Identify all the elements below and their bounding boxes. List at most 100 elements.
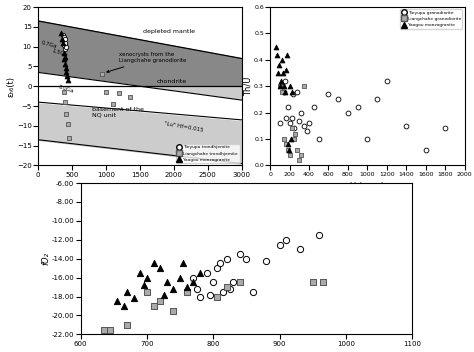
Point (196, 270, 204, 276)
Point (62, 46, 69, 51)
Point (277, 78, 285, 84)
Point (63, 111, 70, 117)
Point (64, 121, 72, 127)
Point (293, 147, 301, 152)
Point (290, 136, 297, 142)
Point (301, 83, 308, 89)
Point (176, 275, 184, 281)
Point (109, 101, 117, 107)
Point (59, 36, 66, 42)
Point (113, 298, 121, 304)
Point (65, 135, 73, 140)
Point (64, 74, 71, 79)
Point (196, 294, 204, 299)
Point (120, 303, 128, 309)
Point (170, 308, 177, 314)
Point (286, 83, 293, 89)
Point (325, 91, 332, 97)
Point (305, 120, 313, 126)
Point (61, 89, 68, 95)
Point (150, 303, 157, 309)
Point (229, 279, 237, 285)
Point (62, 44, 70, 49)
Point (57, 30, 65, 36)
Point (284, 147, 292, 152)
Text: 3.0Ga: 3.0Ga (57, 84, 74, 94)
Point (60, 32, 67, 38)
Point (315, 136, 322, 142)
Point (130, 296, 137, 301)
Point (99, 71, 106, 76)
Point (284, 142, 292, 147)
Point (143, 275, 151, 281)
Legend: Tieyupu trondhjemite, Liangchahe trondhjemite, Yaogou monzogranite: Tieyupu trondhjemite, Liangchahe trondhj… (176, 144, 239, 163)
Text: 1.5Ga: 1.5Ga (52, 48, 69, 57)
Point (61, 36, 69, 42)
Point (285, 147, 292, 152)
Point (236, 251, 244, 257)
Point (60, 34, 68, 39)
Point (156, 265, 164, 271)
Point (289, 91, 296, 97)
Point (61, 56, 68, 61)
Point (183, 284, 191, 290)
Point (102, 89, 109, 95)
Point (280, 83, 288, 89)
Point (280, 136, 288, 142)
Point (223, 284, 230, 290)
Point (276, 83, 283, 89)
Point (298, 110, 305, 115)
Point (63, 70, 70, 75)
Point (126, 94, 134, 100)
Point (206, 292, 214, 297)
Point (280, 89, 288, 94)
Point (288, 89, 295, 94)
Point (223, 256, 230, 262)
Point (383, 78, 391, 84)
Point (160, 292, 167, 297)
Point (213, 294, 220, 299)
Point (137, 270, 144, 276)
Point (163, 279, 171, 285)
Point (180, 260, 187, 266)
Point (295, 157, 303, 163)
Point (236, 279, 244, 285)
Point (183, 289, 191, 295)
Point (272, 44, 280, 49)
Point (276, 242, 283, 247)
Point (183, 289, 191, 295)
Point (62, 54, 69, 59)
Y-axis label: εₕ₆(t): εₕ₆(t) (7, 76, 16, 97)
Point (319, 279, 327, 285)
Point (298, 152, 305, 158)
Point (354, 105, 361, 110)
Point (441, 126, 449, 131)
Point (156, 298, 164, 304)
Y-axis label: fO₂: fO₂ (41, 252, 50, 265)
Point (276, 83, 283, 89)
Point (170, 286, 177, 292)
Point (287, 136, 294, 142)
X-axis label: U (ppm): U (ppm) (350, 182, 384, 191)
Point (278, 89, 286, 94)
Point (60, 50, 67, 55)
Point (219, 289, 227, 295)
Point (283, 237, 290, 243)
Point (292, 131, 299, 137)
Point (286, 152, 293, 158)
Point (309, 279, 317, 285)
Text: basement of the
NQ unit: basement of the NQ unit (92, 107, 144, 117)
Point (283, 52, 291, 57)
Point (226, 286, 234, 292)
Point (402, 123, 410, 129)
Point (243, 256, 250, 262)
Point (190, 279, 197, 285)
Point (422, 147, 429, 152)
Point (263, 258, 270, 263)
Point (190, 275, 197, 281)
Point (64, 77, 72, 83)
Point (281, 89, 289, 94)
Point (123, 322, 131, 328)
Text: chondrite: chondrite (157, 79, 187, 84)
Point (61, 42, 68, 48)
